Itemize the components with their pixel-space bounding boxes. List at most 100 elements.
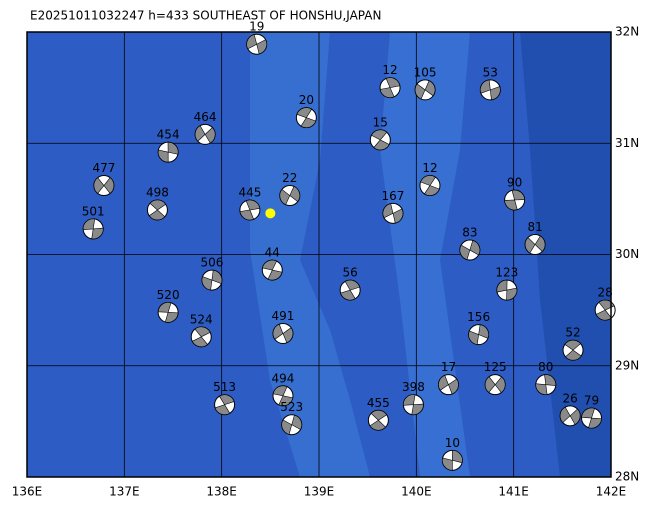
focal-mechanism: 501	[82, 204, 105, 240]
focal-mechanism: 52	[562, 326, 584, 361]
focal-mechanism: 79	[581, 394, 603, 429]
event-depth-label: 506	[200, 256, 223, 270]
event-depth-label: 44	[265, 246, 280, 260]
beachball-quadrant	[239, 199, 261, 221]
y-tick-label: 29N	[615, 358, 639, 372]
focal-mechanism: 125	[484, 360, 507, 396]
beachball-quadrant	[157, 302, 179, 323]
event-depth-label: 445	[238, 186, 261, 200]
event-depth-label: 513	[213, 380, 236, 394]
focal-mechanism: 44	[261, 246, 283, 281]
beachball-quadrant	[214, 394, 235, 415]
event-depth-label: 455	[367, 396, 390, 410]
event-depth-label: 12	[422, 161, 437, 175]
beachball-quadrant	[93, 177, 115, 194]
focal-mechanism: 53	[479, 65, 501, 101]
beachball-quadrant	[414, 80, 436, 100]
event-depth-label: 464	[194, 110, 217, 124]
event-depth-label: 523	[280, 400, 303, 414]
x-tick-label: 136E	[12, 485, 43, 499]
beachball-quadrant	[504, 189, 525, 211]
event-depth-label: 26	[562, 391, 577, 405]
focal-mechanism: 398	[402, 380, 425, 416]
x-tick-label: 141E	[498, 485, 529, 499]
x-tick-label: 138E	[206, 485, 237, 499]
event-depth-label: 28	[598, 286, 613, 300]
focal-mechanism: 455	[367, 396, 390, 431]
event-depth-label: 167	[382, 189, 405, 203]
beachball-quadrant	[279, 186, 301, 205]
focal-mechanism: 105	[414, 65, 437, 101]
beachball-quadrant	[524, 235, 546, 254]
event-depth-label: 105	[414, 65, 437, 79]
event-depth-label: 90	[507, 175, 522, 189]
x-tick-label: 137E	[109, 485, 140, 499]
focal-mechanism: 167	[382, 189, 405, 224]
map-frame	[26, 31, 612, 478]
beachball-quadrant	[281, 414, 303, 435]
focal-mechanism: 156	[467, 310, 490, 346]
beachball-quadrant	[484, 376, 506, 394]
event-depth-label: 123	[495, 266, 518, 280]
event-depth-label: 494	[272, 371, 295, 385]
map-title: E20251011032247 h=433 SOUTHEAST OF HONSH…	[30, 9, 381, 23]
focal-mechanism: 20	[295, 93, 317, 129]
focal-mechanism: 80	[535, 360, 557, 396]
focal-mechanism: 523	[280, 400, 303, 436]
focal-mechanism: 12	[419, 161, 441, 197]
events: 477 501 498 454 464 520 524 506 491 494 513 523 19 20…	[82, 20, 616, 471]
event-depth-label: 12	[382, 63, 397, 77]
beachball-quadrant	[442, 449, 463, 471]
y-tick-label: 31N	[615, 136, 639, 150]
event-depth-label: 398	[402, 380, 425, 394]
focal-mechanism: 17	[437, 360, 459, 396]
beachball-quadrant	[480, 79, 501, 101]
event-depth-label: 454	[157, 128, 180, 142]
beachball-quadrant	[420, 175, 440, 196]
beachball-quadrant	[403, 394, 424, 415]
beachball-quadrant	[581, 407, 602, 429]
beachball-quadrant	[340, 279, 361, 301]
event-depth-label: 491	[272, 309, 295, 323]
focal-mechanism: 15	[369, 115, 391, 151]
event-depth-label: 81	[527, 220, 542, 234]
beachball-quadrant	[559, 406, 581, 425]
focal-mechanism: 28	[594, 286, 616, 321]
beachball-quadrant	[157, 141, 179, 163]
focal-mechanism: 494	[272, 371, 295, 407]
event-depth-label: 80	[538, 360, 553, 374]
focal-mechanism: 22	[279, 171, 301, 207]
event-depth-label: 501	[82, 204, 105, 218]
beachball-quadrant	[194, 125, 216, 144]
event-depth-label: 520	[157, 288, 180, 302]
y-tick-label: 32N	[615, 25, 639, 39]
focal-mechanism: 123	[495, 266, 518, 301]
event-depth-label: 83	[462, 226, 477, 240]
x-tick-label: 142E	[596, 485, 627, 499]
beachball-quadrant	[272, 323, 294, 344]
event-depth-label: 524	[190, 312, 213, 326]
event-depth-label: 53	[483, 65, 498, 79]
focal-mechanism: 477	[92, 161, 115, 197]
beachball-quadrant	[438, 375, 459, 395]
event-depth-label: 15	[373, 115, 388, 129]
event-depth-label: 19	[249, 20, 264, 34]
beachball-quadrant	[201, 269, 223, 291]
beachball-quadrant	[296, 107, 317, 128]
event-depth-label: 498	[146, 186, 169, 200]
beachball-quadrant	[370, 129, 390, 151]
focal-mechanism: 90	[504, 175, 526, 211]
event-depth-label: 125	[484, 360, 507, 374]
beachball-quadrant	[272, 385, 294, 407]
y-tick-label: 28N	[615, 470, 639, 484]
beachball-quadrant	[496, 279, 518, 301]
focal-mechanism: 524	[190, 312, 213, 348]
event-depth-label: 79	[584, 394, 599, 408]
focal-mechanism: 464	[194, 110, 217, 145]
beachball-quadrant	[564, 339, 582, 361]
event-depth-label: 477	[92, 161, 115, 175]
focal-mechanism: 491	[272, 309, 295, 344]
beachball-quadrant	[369, 410, 388, 431]
focal-mechanism: 19	[246, 20, 268, 55]
